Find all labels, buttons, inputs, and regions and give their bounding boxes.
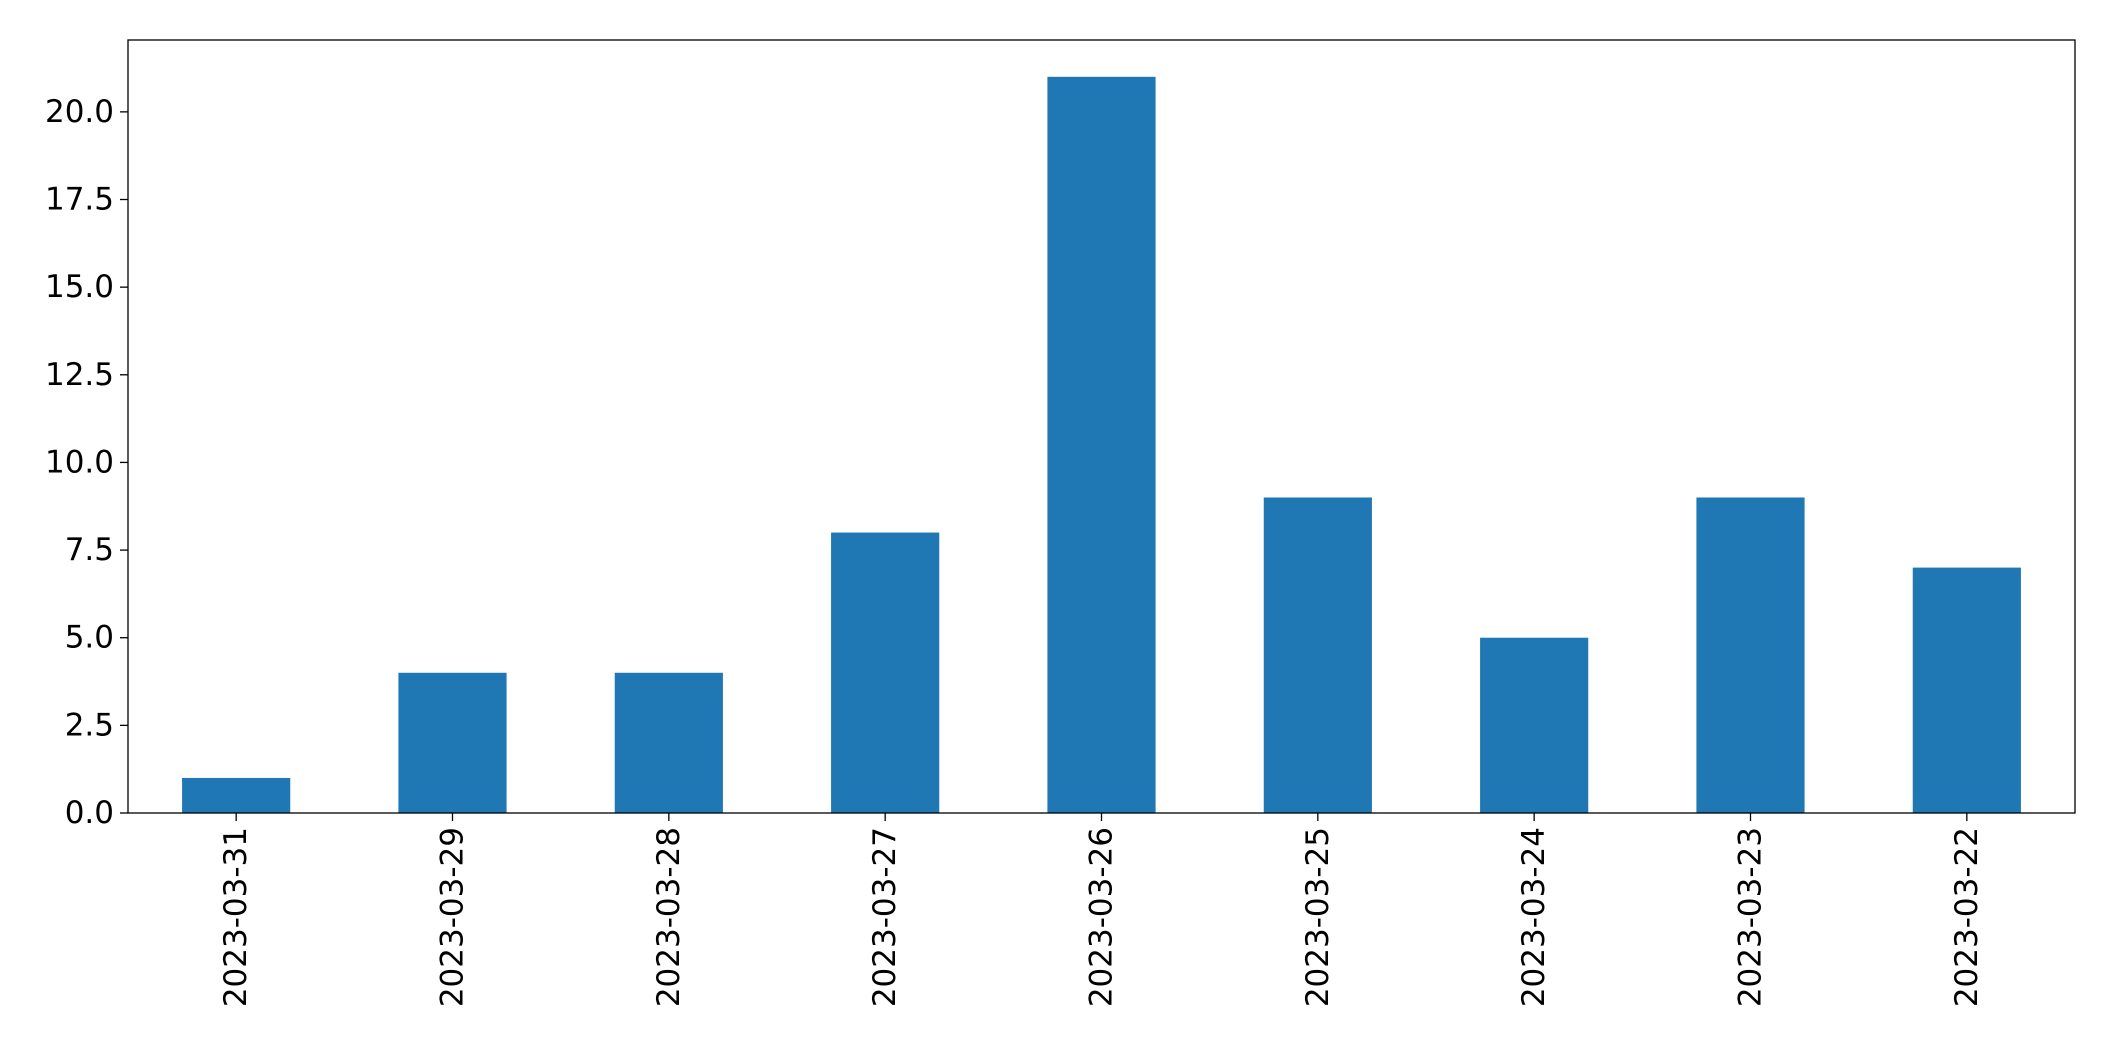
bar-2023-03-25	[1263, 497, 1372, 813]
x-tick-label: 2023-03-25	[1300, 827, 1336, 1007]
y-tick-label: 15.0	[45, 269, 114, 305]
bar-2023-03-29	[398, 672, 507, 813]
bar-2023-03-27	[831, 532, 940, 813]
plot-frame	[127, 39, 2076, 814]
bar-2023-03-26	[1047, 76, 1156, 814]
y-tick-label: 10.0	[45, 444, 114, 480]
bar-2023-03-24	[1480, 637, 1589, 813]
y-tick-label: 20.0	[45, 94, 114, 130]
x-tick-label: 2023-03-27	[867, 827, 903, 1007]
x-tick-label: 2023-03-29	[435, 827, 471, 1007]
x-axis: 2023-03-31 2023-03-29 2023-03-28 2023-03-27…	[218, 813, 1985, 1007]
y-tick-label: 7.5	[65, 532, 114, 568]
x-tick-label: 2023-03-23	[1733, 827, 1769, 1007]
bars-group	[182, 76, 2021, 814]
bar-2023-03-23	[1696, 497, 1805, 813]
bar-2023-03-22	[1912, 567, 2021, 813]
y-tick-label: 5.0	[65, 620, 114, 656]
bar-2023-03-31	[182, 777, 291, 813]
y-tick-label: 12.5	[45, 357, 114, 393]
y-tick-label: 2.5	[65, 707, 114, 743]
y-tick-label: 17.5	[45, 182, 114, 218]
y-axis: 0.0 2.5 5.0 7.5 10.0 12.5 15.0 17.5 20.0	[45, 94, 128, 831]
x-tick-label: 2023-03-28	[651, 827, 687, 1007]
x-tick-label: 2023-03-22	[1949, 827, 1985, 1007]
bar-2023-03-28	[614, 672, 723, 813]
x-tick-label: 2023-03-26	[1084, 827, 1120, 1007]
x-tick-label: 2023-03-31	[218, 827, 254, 1007]
x-tick-label: 2023-03-24	[1516, 827, 1552, 1007]
y-tick-label: 0.0	[65, 795, 114, 831]
